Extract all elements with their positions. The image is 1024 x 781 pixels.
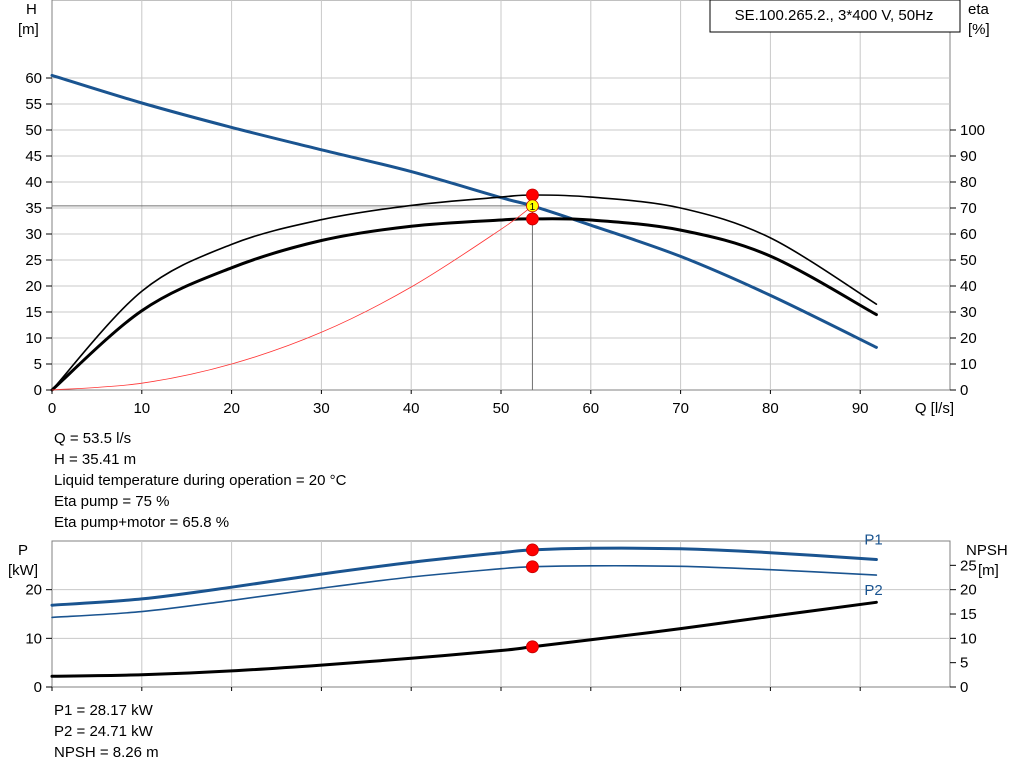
x-tick-label: 40 <box>403 400 420 417</box>
y-left-tick-label: 25 <box>25 252 42 269</box>
y-left-axis-unit: [kW] <box>8 562 38 579</box>
y-right-tick-label: 60 <box>960 226 977 243</box>
duty-point-marker <box>526 188 539 202</box>
h-curve <box>50 73 878 349</box>
y-left-tick-label: 60 <box>25 70 42 87</box>
y-right-tick-label: 20 <box>960 582 977 599</box>
y-left-tick-label: 10 <box>25 630 42 647</box>
x-tick-label: 90 <box>852 400 869 417</box>
duty-point-marker <box>526 543 539 557</box>
readout-p2: P2 = 24.71 kW <box>54 723 153 740</box>
y-right-tick-label: 70 <box>960 200 977 217</box>
readout-npsh: NPSH = 8.26 m <box>54 744 159 761</box>
y-left-tick-label: 35 <box>25 200 42 217</box>
y-left-axis-title: H <box>26 1 37 18</box>
head-efficiency-plot: 0 10 20 30 40 50 60 70 80 90051015202530354045505… <box>18 0 990 417</box>
x-tick-label: 20 <box>223 400 240 417</box>
y-left-tick-label: 40 <box>25 174 42 191</box>
y-right-tick-label: 40 <box>960 278 977 295</box>
y-left-tick-label: 0 <box>34 382 42 399</box>
y-left-tick-label: 50 <box>25 122 42 139</box>
operating-point-marker <box>526 199 539 213</box>
y-right-tick-label: 20 <box>960 330 977 347</box>
readout-head: H = 35.41 m <box>54 451 137 468</box>
system-curve-curve <box>51 205 533 391</box>
y-right-tick-label: 5 <box>960 655 968 672</box>
y-left-tick-label: 30 <box>25 226 42 243</box>
operating-point-readout: Q = 53.5 l/s H = 35.41 m Liquid temperat… <box>54 428 346 533</box>
y-right-tick-label: 100 <box>960 122 985 139</box>
y-right-tick-label: 90 <box>960 148 977 165</box>
y-left-tick-label: 45 <box>25 148 42 165</box>
x-tick-label: 10 <box>133 400 150 417</box>
x-tick-label: 50 <box>493 400 510 417</box>
power-npsh-plot: 0 10 20 0 5 10 15 20 25 P [kW] NPSH [m] P1 P2 <box>8 531 1008 696</box>
p2-curve <box>51 564 878 619</box>
y-right-axis-title: eta <box>968 1 990 18</box>
series-label-p1: P1 <box>864 531 882 548</box>
y-left-tick-label: 5 <box>34 356 42 373</box>
x-tick-label: 0 <box>48 400 56 417</box>
x-axis-title: Q [l/s] <box>915 400 954 417</box>
series-label-p2: P2 <box>864 582 882 599</box>
y-right-tick-label: 0 <box>960 679 968 696</box>
y-right-axis-title: NPSH <box>966 542 1008 559</box>
x-tick-label: 60 <box>582 400 599 417</box>
p1-curve <box>50 546 878 607</box>
readout-p1: P1 = 28.17 kW <box>54 702 153 719</box>
chart-title: SE.100.265.2., 3*400 V, 50Hz <box>735 7 934 24</box>
title-box-frame <box>709 0 961 33</box>
y-right-tick-label: 80 <box>960 174 977 191</box>
y-left-tick-label: 0 <box>34 679 42 696</box>
y-left-tick-label: 10 <box>25 330 42 347</box>
readout-liquid-temperature: Liquid temperature during operation = 20… <box>54 472 347 489</box>
duty-point-marker <box>526 560 539 574</box>
y-right-axis-unit: [m] <box>978 562 999 579</box>
y-left-tick-label: 20 <box>25 582 42 599</box>
duty-point-marker <box>526 212 539 226</box>
y-right-tick-label: 0 <box>960 382 968 399</box>
x-tick-label: 80 <box>762 400 779 417</box>
y-right-tick-label: 50 <box>960 252 977 269</box>
x-tick-label: 30 <box>313 400 330 417</box>
y-right-axis-unit: [%] <box>968 21 990 38</box>
y-left-tick-label: 55 <box>25 96 42 113</box>
y-right-tick-label: 10 <box>960 356 977 373</box>
power-readout: P1 = 28.17 kW P2 = 24.71 kW NPSH = 8.26 … <box>54 700 159 763</box>
npsh-curve <box>50 600 878 678</box>
title-box: SE.100.265.2., 3*400 V, 50Hz <box>709 0 961 33</box>
y-right-tick-label: 25 <box>960 557 977 574</box>
y-left-tick-label: 15 <box>25 304 42 321</box>
eta-pump-motor-curve <box>50 217 878 392</box>
readout-eta-pump: Eta pump = 75 % <box>54 493 170 510</box>
y-left-axis-title: P <box>18 542 28 559</box>
y-right-tick-label: 15 <box>960 606 977 623</box>
y-left-tick-label: 20 <box>25 278 42 295</box>
x-tick-label: 70 <box>672 400 689 417</box>
y-right-tick-label: 10 <box>960 630 977 647</box>
duty-point-marker <box>526 640 539 654</box>
readout-flow: Q = 53.5 l/s <box>54 430 132 447</box>
y-left-axis-unit: [m] <box>18 21 39 38</box>
y-right-tick-label: 30 <box>960 304 977 321</box>
eta-pump-curve <box>51 194 878 391</box>
readout-eta-pump-motor: Eta pump+motor = 65.8 % <box>54 514 230 531</box>
operating-point-label: 1 <box>530 202 536 213</box>
